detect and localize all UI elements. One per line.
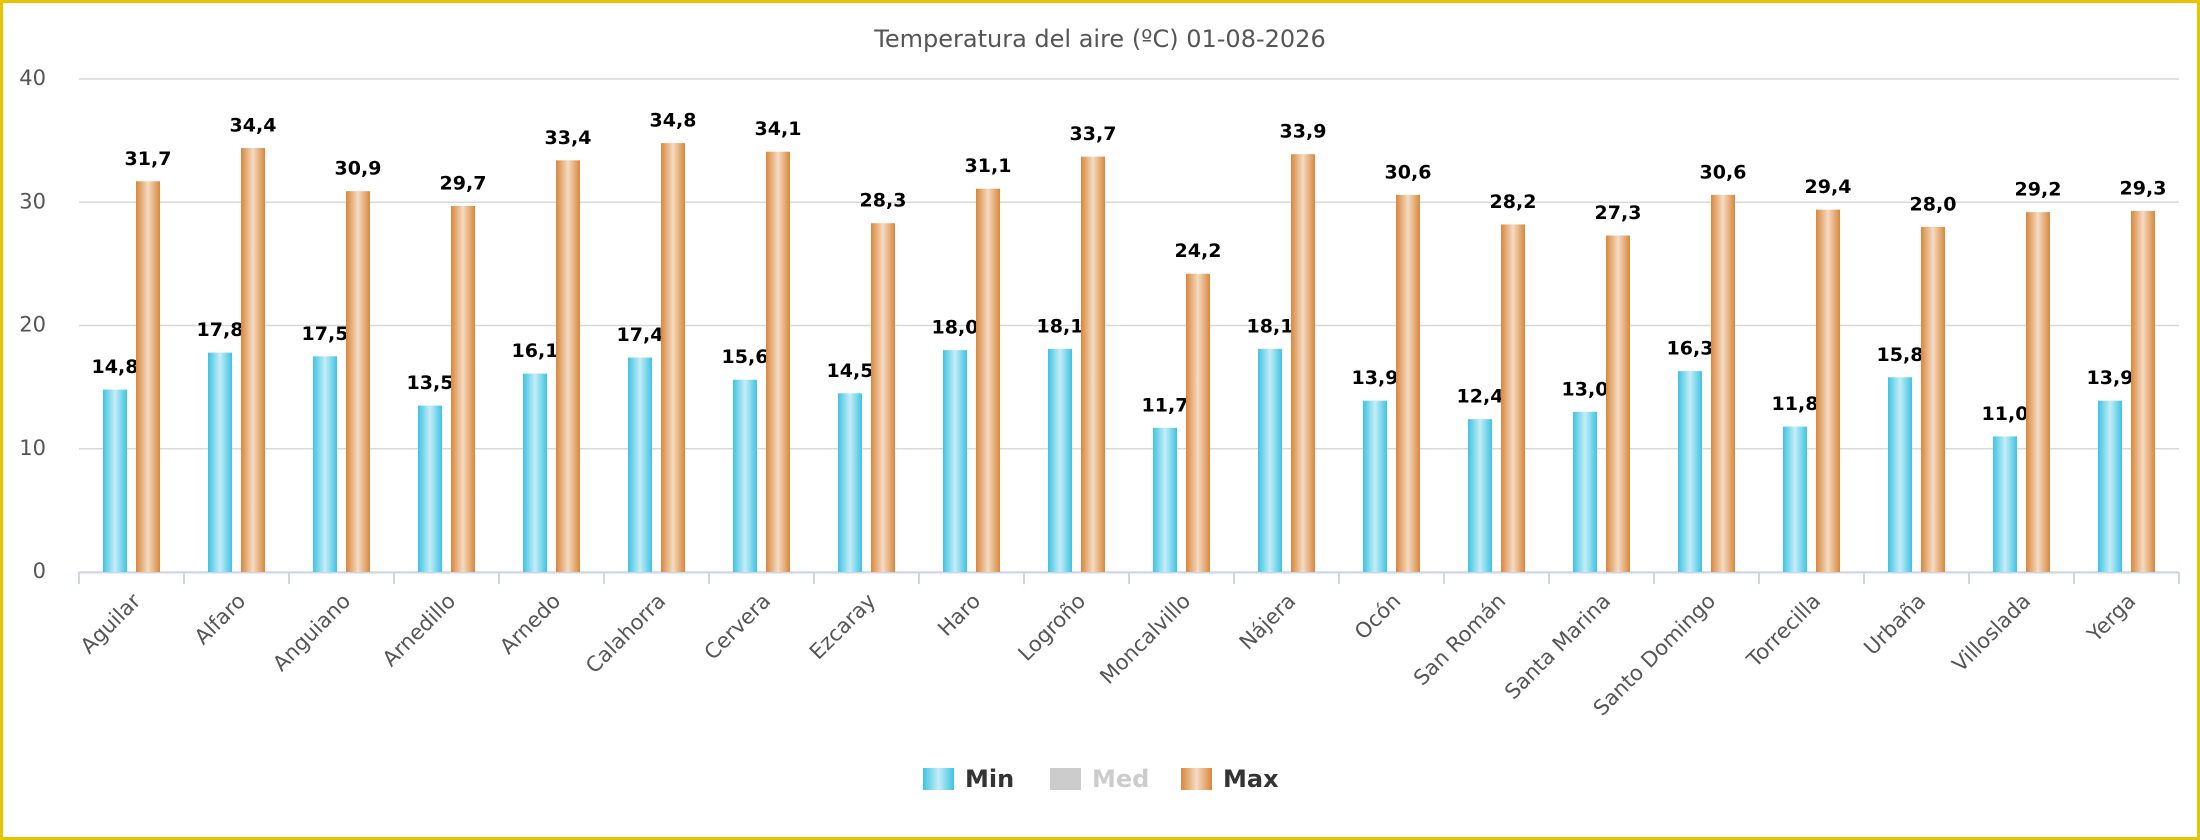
- data-label: 34,1: [755, 118, 802, 140]
- data-label: 15,6: [722, 346, 769, 368]
- bar: [136, 181, 160, 573]
- data-label: 24,2: [1175, 240, 1222, 262]
- data-label: 11,0: [1982, 403, 2029, 425]
- data-label: 30,6: [1700, 161, 1747, 183]
- bar: [733, 379, 757, 572]
- data-label: 33,9: [1280, 121, 1327, 143]
- data-label: 17,4: [617, 324, 664, 346]
- data-label: 11,7: [1142, 394, 1189, 416]
- data-label: 31,1: [965, 155, 1012, 177]
- bar: [556, 160, 580, 572]
- bar: [523, 373, 547, 572]
- data-label: 15,8: [1877, 344, 1924, 366]
- data-label: 29,7: [440, 172, 487, 194]
- data-label: 29,2: [2015, 179, 2062, 201]
- data-label: 13,9: [2087, 367, 2134, 389]
- bar: [1888, 377, 1912, 572]
- data-label: 28,0: [1910, 193, 1957, 215]
- bar: [1606, 235, 1630, 572]
- bar: [838, 393, 862, 572]
- y-tick-label: 30: [19, 189, 46, 213]
- bar: [1678, 371, 1702, 572]
- chart-title: Temperatura del aire (ºC) 01-08-2026: [873, 25, 1325, 53]
- data-label: 14,8: [92, 356, 139, 378]
- bar: [1396, 194, 1420, 573]
- data-label: 12,4: [1457, 386, 1504, 408]
- bar: [1291, 154, 1315, 572]
- bar: [1573, 411, 1597, 572]
- y-tick-label: 0: [33, 559, 46, 583]
- bar: [1468, 419, 1492, 572]
- bar: [1711, 194, 1735, 573]
- bar: [766, 151, 790, 572]
- bar: [1501, 224, 1525, 572]
- legend-swatch: [1050, 768, 1081, 790]
- bar: [661, 143, 685, 572]
- data-label: 16,1: [512, 340, 559, 362]
- data-label: 28,2: [1490, 191, 1537, 213]
- data-label: 34,4: [230, 115, 277, 137]
- data-label: 18,1: [1037, 315, 1084, 337]
- bar: [1048, 348, 1072, 572]
- bar: [1783, 426, 1807, 572]
- data-label: 28,3: [860, 190, 907, 212]
- bar: [103, 389, 127, 572]
- bar: [1081, 156, 1105, 572]
- bar: [628, 357, 652, 572]
- legend-label: Min: [965, 765, 1014, 793]
- data-label: 33,4: [545, 127, 592, 149]
- data-label: 18,0: [932, 317, 979, 339]
- bar: [2098, 400, 2122, 572]
- legend-swatch: [923, 768, 954, 790]
- data-label: 13,5: [407, 372, 454, 394]
- bar: [241, 148, 265, 572]
- data-label: 16,3: [1667, 338, 1714, 360]
- bar: [1993, 436, 2017, 572]
- data-label: 13,9: [1352, 367, 1399, 389]
- data-label: 18,1: [1247, 315, 1294, 337]
- bar: [943, 350, 967, 572]
- bar: [208, 352, 232, 572]
- data-label: 34,8: [650, 110, 697, 132]
- data-label: 17,5: [302, 323, 349, 345]
- y-tick-label: 40: [19, 66, 46, 90]
- data-label: 30,9: [335, 158, 382, 180]
- bar: [871, 223, 895, 572]
- bar: [313, 356, 337, 572]
- bar: [1258, 348, 1282, 572]
- bar: [1186, 273, 1210, 572]
- data-label: 30,6: [1385, 161, 1432, 183]
- data-label: 27,3: [1595, 202, 1642, 224]
- data-label: 11,8: [1772, 393, 1819, 415]
- data-label: 29,4: [1805, 176, 1852, 198]
- data-label: 29,3: [2120, 177, 2167, 199]
- legend-label: Med: [1092, 765, 1149, 793]
- bar: [2131, 210, 2155, 572]
- data-label: 17,8: [197, 319, 244, 341]
- bar: [418, 405, 442, 572]
- data-label: 14,5: [827, 360, 874, 382]
- data-label: 13,0: [1562, 378, 1609, 400]
- bar: [1153, 427, 1177, 572]
- y-tick-label: 10: [19, 436, 46, 460]
- bar: [1816, 209, 1840, 572]
- bar: [1921, 226, 1945, 572]
- legend-label: Max: [1223, 765, 1279, 793]
- bar: [976, 188, 1000, 572]
- data-label: 31,7: [125, 148, 172, 170]
- bar: [2026, 212, 2050, 573]
- legend-swatch: [1181, 768, 1212, 790]
- bar: [451, 205, 475, 572]
- y-tick-label: 20: [19, 313, 46, 337]
- bar: [346, 191, 370, 572]
- data-label: 33,7: [1070, 123, 1117, 145]
- bar: [1363, 400, 1387, 572]
